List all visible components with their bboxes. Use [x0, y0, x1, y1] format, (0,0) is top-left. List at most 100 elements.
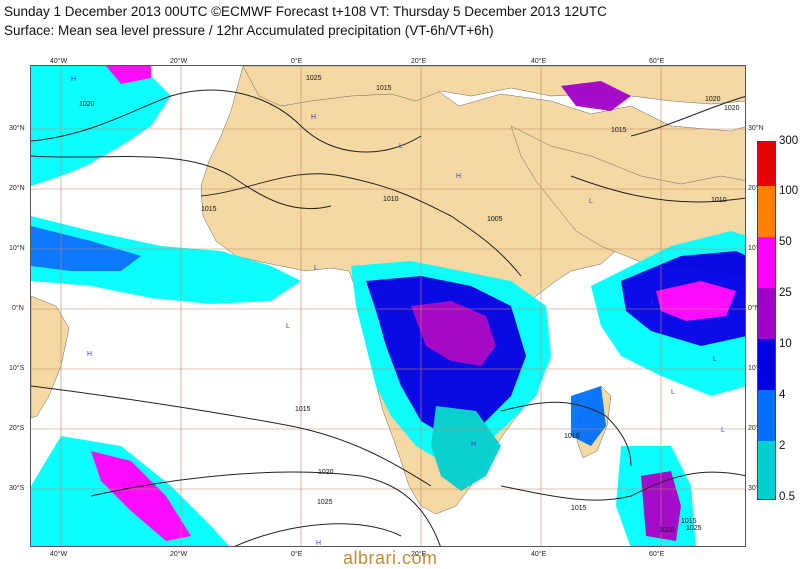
isobar-label: 1015	[611, 127, 627, 134]
isobars	[31, 89, 745, 546]
lon-label-bottom: 60°E	[649, 551, 665, 558]
graticule	[31, 66, 745, 546]
forecast-title: Sunday 1 December 2013 00UTC ©ECMWF Fore…	[4, 4, 607, 19]
isobar-line	[90, 471, 441, 546]
lon-label-top: 40°W	[50, 58, 68, 65]
lat-label-right: 30°S	[748, 485, 764, 492]
lat-label-left: 10°N	[9, 245, 25, 252]
isobar-label: 1020	[705, 96, 721, 103]
legend-label: 25	[779, 287, 792, 299]
high-pressure-marker: H	[471, 441, 476, 448]
isobar-line	[200, 173, 522, 277]
lon-label-top: 40°E	[531, 58, 547, 65]
lat-label-right: 30°N	[748, 125, 764, 132]
low-pressure-marker: L	[713, 356, 717, 363]
high-pressure-marker: H	[311, 114, 316, 121]
isobar-line	[31, 89, 422, 153]
isobar-label: 1005	[487, 216, 503, 223]
legend-swatch-300	[758, 142, 775, 186]
lat-label-left: 30°S	[9, 485, 25, 492]
lat-label-right: 20°N	[748, 185, 764, 192]
isobar-label: 1015	[201, 206, 217, 213]
precip-band-itcz-atlantic	[31, 216, 301, 304]
precip-core-itcz	[31, 226, 141, 271]
high-pressure-marker: H	[87, 351, 92, 358]
legend-label: 0.5	[779, 491, 795, 503]
lon-label-top: 20°E	[411, 58, 427, 65]
lon-label-top: 60°E	[649, 58, 665, 65]
lat-label-right: 20°S	[748, 425, 764, 432]
precip-northeast	[561, 81, 631, 111]
isobar-label: 1020	[724, 105, 740, 112]
isobar-line	[630, 96, 745, 137]
legend-swatch-100	[758, 186, 775, 237]
lon-label-bottom: 20°W	[170, 551, 188, 558]
precip-band-north-atlantic	[31, 66, 171, 186]
isobar-label: 1025	[306, 75, 322, 82]
lat-label-right: 10°S	[748, 365, 764, 372]
isobar-line	[570, 175, 745, 203]
low-pressure-marker: L	[651, 299, 655, 306]
isobar-line	[500, 401, 632, 467]
legend-swatch-50	[758, 237, 775, 288]
lon-label-bottom: 40°E	[531, 551, 547, 558]
pressure-centers: H H L L H L H L L L H H L L	[71, 76, 725, 547]
low-pressure-marker: L	[314, 265, 318, 272]
legend-swatch-10	[758, 339, 775, 390]
low-pressure-marker: L	[671, 389, 675, 396]
forecast-subtitle: Surface: Mean sea level pressure / 12hr …	[4, 23, 494, 38]
precip-indian-ocean-heavy	[656, 281, 736, 321]
precip-mozambique-channel	[571, 386, 606, 446]
isobar-label: 1020	[659, 527, 675, 534]
forecast-map: 1025 1020 1015 1010 1005 1015 1010 1015 …	[30, 65, 746, 547]
isobar-label: 1015	[681, 518, 697, 525]
low-pressure-marker: L	[286, 323, 290, 330]
lon-label-bottom: 40°W	[50, 551, 68, 558]
lat-label-right: 10°N	[748, 245, 764, 252]
isobar-label: 1025	[686, 525, 702, 532]
precip-southern-africa	[431, 406, 501, 491]
low-pressure-marker: L	[721, 427, 725, 434]
isobar-label: 1015	[571, 505, 587, 512]
isobar-label: 1010	[383, 196, 399, 203]
isobar-labels: 1025 1020 1015 1010 1005 1015 1010 1015 …	[79, 75, 740, 534]
legend-label: 2	[779, 440, 786, 452]
lon-label-bottom: 0°E	[291, 551, 303, 558]
precip-south-atlantic-heavy	[91, 451, 191, 541]
isobar-line	[31, 155, 332, 210]
lat-label-right: 0°N	[748, 305, 760, 312]
lon-label-bottom: 20°E	[411, 551, 427, 558]
high-pressure-marker: H	[71, 76, 76, 83]
isobar-label: 1020	[318, 469, 334, 476]
isobar-label: 1015	[295, 406, 311, 413]
isobar-label: 1010	[711, 197, 727, 204]
legend-label: 10	[779, 338, 792, 350]
low-pressure-marker: L	[589, 198, 593, 205]
precipitation-legend	[757, 141, 776, 500]
map-canvas: 1025 1020 1015 1010 1005 1015 1010 1015 …	[31, 66, 745, 547]
watermark-credit: albrari.com	[343, 548, 438, 568]
isobar-label: 1025	[317, 499, 333, 506]
isobar-label: 1020	[79, 101, 95, 108]
lat-label-left: 0°N	[12, 305, 24, 312]
lon-label-top: 20°W	[170, 58, 188, 65]
isobar-line	[234, 523, 402, 546]
legend-label: 50	[779, 236, 792, 248]
lat-label-left: 20°N	[9, 185, 25, 192]
europe-landmass	[242, 66, 745, 107]
low-pressure-marker: L	[399, 143, 403, 150]
isobar-label: 1010	[564, 433, 580, 440]
lat-label-left: 10°S	[9, 365, 25, 372]
high-pressure-marker: H	[316, 540, 321, 547]
lon-label-top: 0°E	[291, 58, 303, 65]
legend-swatch-4	[758, 390, 775, 441]
legend-label: 300	[779, 135, 799, 147]
high-pressure-marker: H	[456, 173, 461, 180]
legend-label: 100	[779, 185, 799, 197]
legend-swatch-25	[758, 288, 775, 339]
isobar-line	[500, 471, 745, 501]
precip-northwest-storm	[106, 66, 151, 84]
lat-label-left: 30°N	[9, 125, 25, 132]
lat-label-left: 20°S	[9, 425, 25, 432]
legend-label: 4	[779, 389, 786, 401]
